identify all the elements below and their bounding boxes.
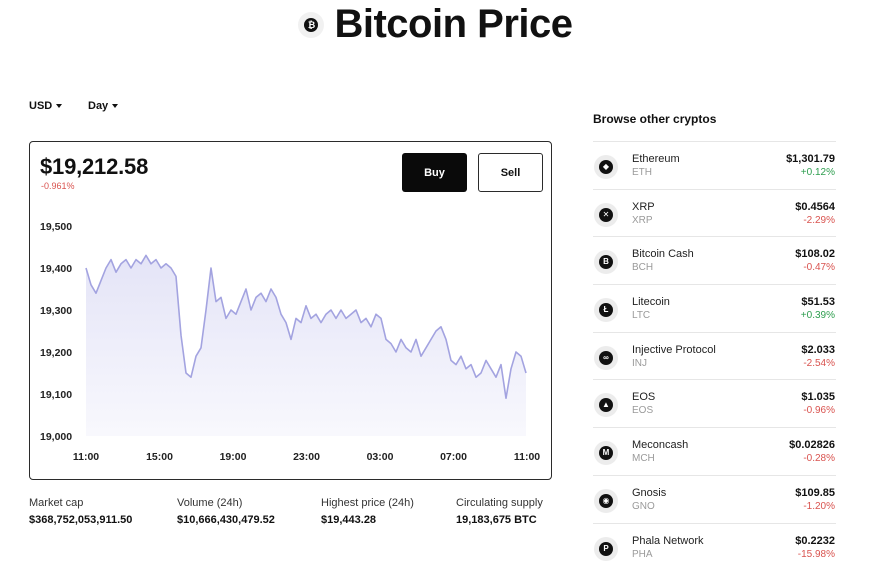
crypto-price: $0.4564 — [795, 200, 835, 213]
ethereum-icon: ◆ — [594, 155, 618, 179]
crypto-symbol: ETH — [632, 167, 652, 178]
price-change: -0.961% — [41, 181, 75, 191]
crypto-symbol: INJ — [632, 357, 647, 369]
period-label: Day — [88, 100, 109, 112]
crypto-row-bch[interactable]: B Bitcoin Cash BCH $108.02 -0.47% — [593, 236, 836, 284]
crypto-row-pha[interactable]: P Phala Network PHA $0.2232 -15.98% — [593, 522, 836, 571]
crypto-change: -2.29% — [803, 214, 835, 226]
x-tick-label: 07:00 — [440, 451, 467, 463]
crypto-symbol: MCH — [632, 453, 655, 465]
crypto-change: -0.96% — [803, 405, 835, 417]
crypto-symbol: GNO — [632, 500, 655, 512]
sell-button[interactable]: Sell — [478, 153, 543, 192]
crypto-row-inj[interactable]: ∞ Injective Protocol INJ $2.033 -2.54% — [593, 331, 836, 380]
crypto-price: $109.85 — [795, 486, 835, 499]
crypto-price: $51.53 — [801, 296, 835, 309]
crypto-row-gno[interactable]: ◉ Gnosis GNO $109.85 -1.20% — [593, 474, 836, 523]
browse-title: Browse other cryptos — [593, 112, 717, 126]
stat-value: $368,752,053,911.50 — [29, 514, 133, 526]
y-tick-label: 19,200 — [40, 347, 72, 359]
crypto-row-eth[interactable]: ◆ Ethereum ETH $1,301.79 +0.12% — [593, 141, 836, 189]
crypto-change: -0.28% — [803, 453, 835, 465]
crypto-price: $0.02826 — [789, 439, 835, 452]
gnosis-icon: ◉ — [594, 488, 618, 513]
stat-value: $10,666,430,479.52 — [177, 514, 275, 526]
stat-circulating-supply: Circulating supply 19,183,675 BTC — [456, 497, 543, 526]
crypto-name: Ethereum — [632, 153, 680, 165]
crypto-change: -1.20% — [803, 500, 835, 512]
stats-bar: Market cap $368,752,053,911.50 Volume (2… — [29, 497, 569, 537]
crypto-name: XRP — [632, 200, 655, 213]
crypto-change: -15.98% — [797, 548, 835, 560]
injective-icon: ∞ — [594, 345, 618, 370]
crypto-change: -2.54% — [803, 357, 835, 369]
stat-label: Highest price (24h) — [321, 497, 414, 509]
crypto-row-ltc[interactable]: Ł Litecoin LTC $51.53 +0.39% — [593, 284, 836, 332]
caret-down-icon — [56, 104, 63, 108]
crypto-list: ◆ Ethereum ETH $1,301.79 +0.12% ✕ XRP XRP $0.456… — [593, 141, 836, 570]
y-tick-label: 19,500 — [40, 221, 72, 233]
crypto-row-xrp[interactable]: ✕ XRP XRP $0.4564 -2.29% — [593, 188, 836, 237]
crypto-row-mch[interactable]: M Meconcash MCH $0.02826 -0.28% — [593, 427, 836, 475]
crypto-change: +0.39% — [800, 310, 835, 322]
crypto-name: EOS — [632, 391, 656, 404]
crypto-change: -0.47% — [803, 262, 835, 274]
xrp-icon: ✕ — [594, 202, 618, 227]
litecoin-icon: Ł — [594, 298, 618, 323]
x-tick-label: 11:00 — [73, 451, 99, 463]
crypto-name: Phala Network — [632, 534, 704, 547]
eos-icon: ▲ — [594, 393, 618, 418]
buy-button[interactable]: Buy — [402, 153, 467, 192]
stat-volume: Volume (24h) $10,666,430,479.52 — [177, 497, 275, 526]
crypto-name: Injective Protocol — [632, 343, 716, 356]
meconcash-icon: M — [594, 441, 618, 466]
crypto-price: $2.033 — [801, 343, 835, 356]
current-price: $19,212.58 — [40, 154, 149, 179]
x-tick-label: 11:00 — [514, 451, 540, 463]
crypto-name: Litecoin — [632, 296, 670, 309]
page-title: Bitcoin Price — [334, 1, 573, 46]
crypto-price: $0.2232 — [795, 534, 835, 547]
bitcoin-icon: ₿ — [298, 12, 325, 38]
stat-label: Circulating supply — [456, 497, 543, 509]
stat-label: Market cap — [29, 497, 84, 509]
crypto-symbol: EOS — [632, 405, 654, 417]
currency-label: USD — [29, 100, 53, 112]
crypto-name: Gnosis — [632, 486, 667, 499]
y-tick-label: 19,000 — [40, 431, 72, 443]
stat-market-cap: Market cap $368,752,053,911.50 — [29, 497, 132, 526]
crypto-symbol: XRP — [632, 214, 653, 226]
page-header: ₿ Bitcoin Price — [0, 2, 871, 46]
price-chart-card: $19,212.58 -0.961% Buy Sell 19,500 19,400… — [29, 141, 552, 480]
stat-label: Volume (24h) — [177, 497, 243, 509]
stat-value: $19,443.28 — [321, 514, 377, 526]
crypto-price: $1.035 — [801, 391, 835, 404]
y-tick-label: 19,100 — [40, 389, 72, 401]
price-line — [85, 254, 527, 399]
x-tick-label: 03:00 — [367, 451, 394, 463]
crypto-price: $1,301.79 — [786, 153, 835, 165]
price-chart: 19,50019,40019,30019,20019,10019,00011:0… — [40, 221, 540, 463]
x-tick-label: 15:00 — [146, 451, 173, 463]
crypto-symbol: PHA — [632, 548, 653, 560]
crypto-row-eos[interactable]: ▲ EOS EOS $1.035 -0.96% — [593, 379, 836, 427]
crypto-name: Bitcoin Cash — [632, 248, 694, 261]
crypto-symbol: BCH — [632, 262, 654, 274]
phala-icon: P — [594, 536, 618, 561]
price-area — [86, 255, 526, 436]
bitcoin-cash-icon: B — [594, 250, 618, 275]
stat-value: 19,183,675 BTC — [456, 514, 537, 526]
crypto-price: $108.02 — [795, 248, 835, 261]
y-tick-label: 19,400 — [40, 263, 72, 275]
crypto-symbol: LTC — [632, 310, 651, 322]
crypto-change: +0.12% — [800, 167, 835, 178]
caret-down-icon — [112, 104, 119, 108]
y-tick-label: 19,300 — [40, 305, 72, 317]
x-tick-label: 23:00 — [293, 451, 320, 463]
currency-selector[interactable]: USD — [29, 100, 63, 112]
x-tick-label: 19:00 — [220, 451, 247, 463]
period-selector[interactable]: Day — [88, 100, 119, 112]
crypto-name: Meconcash — [632, 439, 689, 452]
stat-highest-price: Highest price (24h) $19,443.28 — [321, 497, 414, 526]
